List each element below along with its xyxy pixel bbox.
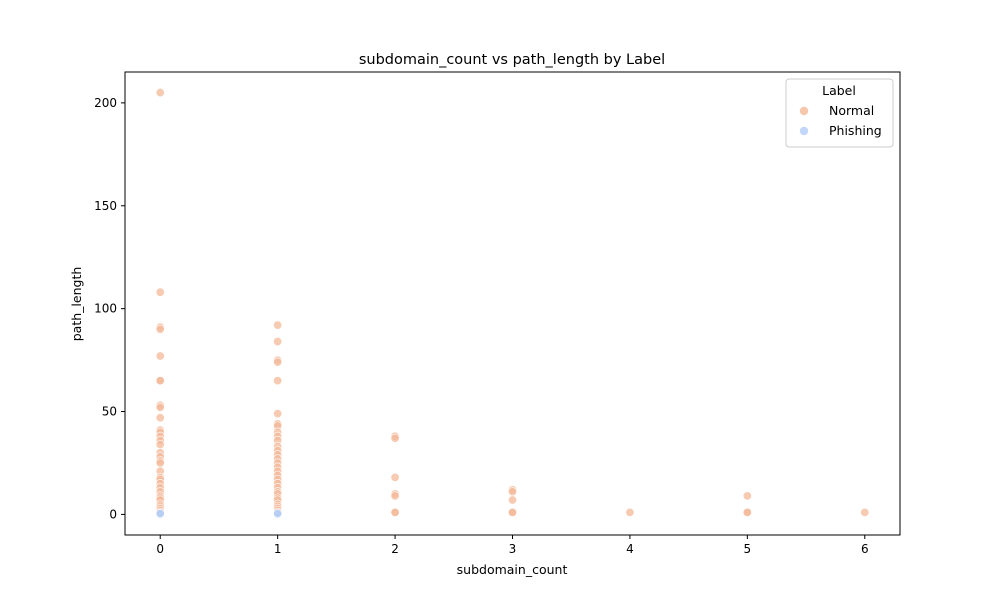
y-tick-label: 0: [109, 507, 117, 521]
point-normal: [155, 88, 165, 98]
x-tick-label: 0: [156, 542, 164, 556]
plot-area: [124, 71, 901, 536]
legend-label-phishing: Phishing: [829, 123, 882, 138]
point-normal: [390, 491, 400, 501]
point-phishing: [273, 508, 283, 518]
point-normal: [742, 507, 752, 517]
x-tick-label: 6: [861, 542, 869, 556]
point-normal: [273, 357, 283, 367]
point-normal: [273, 320, 283, 330]
point-normal: [390, 507, 400, 517]
x-tick-label: 5: [744, 542, 752, 556]
legend-marker-phishing: [799, 126, 809, 136]
x-tick-label: 3: [509, 542, 517, 556]
chart-title: subdomain_count vs path_length by Label: [359, 52, 665, 68]
point-normal: [390, 472, 400, 482]
x-tick-label: 1: [274, 542, 282, 556]
point-normal: [507, 495, 517, 505]
point-normal: [155, 402, 165, 412]
point-normal: [625, 507, 635, 517]
point-phishing: [155, 508, 165, 518]
data-points: [155, 88, 870, 519]
point-normal: [155, 413, 165, 423]
point-normal: [273, 337, 283, 347]
point-normal: [390, 433, 400, 443]
legend-title: Label: [822, 83, 856, 98]
y-axis-label: path_length: [69, 267, 84, 342]
point-normal: [155, 458, 165, 468]
point-normal: [742, 491, 752, 501]
x-axis-label: subdomain_count: [457, 562, 568, 577]
point-normal: [507, 507, 517, 517]
point-normal: [155, 439, 165, 449]
point-normal: [155, 324, 165, 334]
y-axis-ticks: 0 50 100 150 200: [94, 96, 125, 521]
point-normal: [273, 376, 283, 386]
y-tick-label: 150: [94, 199, 117, 213]
y-tick-label: 200: [94, 96, 117, 110]
point-normal: [155, 376, 165, 386]
point-normal: [155, 351, 165, 361]
x-tick-label: 2: [391, 542, 399, 556]
y-tick-label: 50: [102, 405, 117, 419]
point-normal: [155, 287, 165, 297]
legend-label-normal: Normal: [829, 103, 874, 118]
point-normal: [860, 507, 870, 517]
legend-marker-normal: [799, 106, 809, 116]
point-normal: [273, 409, 283, 419]
y-tick-label: 100: [94, 302, 117, 316]
x-tick-label: 4: [626, 542, 634, 556]
legend: Label Normal Phishing: [785, 78, 894, 148]
point-normal: [507, 487, 517, 497]
x-axis-ticks: 0 1 2 3 4 5 6: [156, 535, 869, 556]
legend-box: [785, 78, 894, 148]
